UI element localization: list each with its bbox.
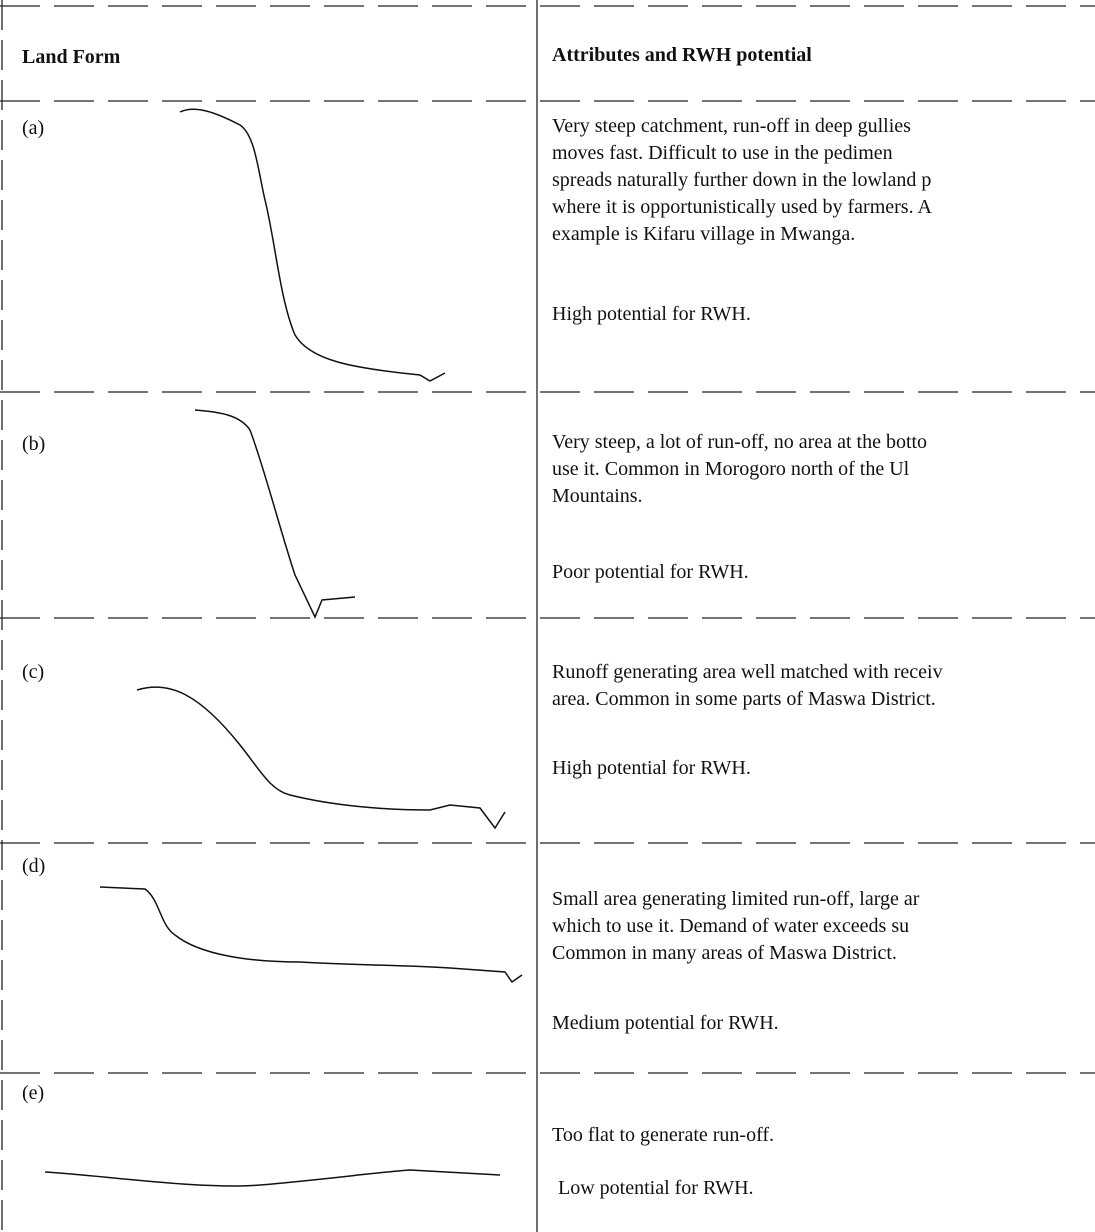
potential: Low potential for RWH. — [558, 1177, 754, 1199]
potential: Poor potential for RWH. — [552, 561, 749, 583]
landform-sketch — [179, 108, 446, 382]
sketches — [44, 108, 523, 1187]
description-line: example is Kifaru village in Mwanga. — [552, 223, 856, 245]
description-line: which to use it. Demand of water exceeds… — [552, 915, 910, 937]
description-line: moves fast. Difficult to use in the pedi… — [552, 142, 893, 164]
description-line: Mountains. — [552, 485, 643, 507]
header-cell: Attributes and RWH potential — [552, 44, 812, 66]
row-label: (c) — [22, 661, 45, 683]
landform-sketch — [194, 409, 356, 619]
header-cell: Land Form — [22, 46, 121, 68]
description-line: Too flat to generate run-off. — [552, 1124, 775, 1146]
row-label: (a) — [22, 117, 45, 139]
description-line: spreads naturally further down in the lo… — [552, 169, 932, 191]
landform-sketch — [44, 1169, 501, 1187]
row-label: (d) — [22, 855, 46, 877]
row-label: (b) — [22, 433, 46, 455]
potential: Medium potential for RWH. — [552, 1012, 779, 1034]
description-line: Very steep, a lot of run-off, no area at… — [552, 431, 928, 453]
description-line: where it is opportunistically used by fa… — [552, 196, 932, 218]
landform-sketch — [136, 686, 506, 830]
description-line: Very steep catchment, run-off in deep gu… — [552, 115, 911, 137]
potential: High potential for RWH. — [552, 757, 751, 779]
description-line: Common in many areas of Maswa District. — [552, 942, 897, 964]
description-line: use it. Common in Morogoro north of the … — [552, 458, 910, 480]
description-line: Runoff generating area well matched with… — [552, 661, 943, 683]
potential: High potential for RWH. — [552, 303, 751, 325]
description-line: Small area generating limited run-off, l… — [552, 888, 920, 910]
description-line: area. Common in some parts of Maswa Dist… — [552, 688, 936, 710]
row-label: (e) — [22, 1082, 45, 1104]
landform-sketch — [99, 886, 523, 984]
